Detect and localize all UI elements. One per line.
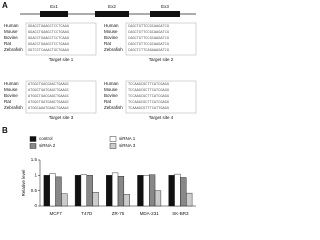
species-label: Mouse [4,87,18,92]
exon [150,11,180,17]
bar [180,177,187,207]
species-label: Human [104,81,119,86]
bar [86,175,93,207]
species-label: Bovine [4,35,18,40]
sequence: GGTCCTCAAACTGCTGAAG [28,49,69,53]
sequence: ATGGCTGATGAGCTGAAGC [28,89,69,93]
bar [49,173,56,207]
species-label: Human [4,23,19,28]
sequence: TCCAAGCGCTTCATCGAGG [128,95,169,99]
exon-label: Ex1 [50,4,58,9]
sequence: CAGCTGTTCCGCAAGATCG [128,31,169,35]
species-label: Bovine [104,35,118,40]
bar [143,175,150,207]
x-tick-label: MCF7 [49,211,62,216]
y-tick-label: 1 [34,173,37,178]
legend-swatch [109,143,117,149]
species-label: Rat [4,41,12,46]
legend-swatch [109,136,117,142]
species-label: Rat [4,99,12,104]
bar [43,175,50,207]
sequence: GGACCTGAAGCTCCTCAAG [28,25,69,29]
legend-swatch [29,136,37,142]
alignment-box [125,80,197,114]
sequence: GGACCTGAAGCTCCTCAAG [28,37,69,41]
exon-label: Ex3 [161,4,169,9]
target-caption: Target site 2 [149,57,174,62]
sequence: TCAAAGCGTTTCATTGAGG [128,107,169,111]
sequence: ATGGCTGATGAGCTGAAGC [28,101,69,105]
bar [137,175,144,207]
y-tick-label: 0.5 [31,188,38,193]
bar [148,174,156,207]
bar [123,194,130,207]
sequence: CAGCTGTTCCGCAAGATCG [128,25,169,29]
species-label: Rat [104,99,112,104]
legend-label: siRNA 2 [39,143,56,148]
y-tick-label: 1.5 [31,157,38,162]
species-label: Zebrafish [4,47,23,52]
sequence: CAGCTCTTCAGAAAGATCG [128,49,169,53]
sequence: GGACCTGAAGCTCCTGAAG [28,31,69,35]
bar [80,174,87,207]
legend-label: siRNA 3 [119,143,136,148]
bar [117,176,125,207]
sequence: GGACCTGAAGCTCCTGAAG [28,43,69,47]
target-caption: Target site 4 [149,115,174,120]
species-label: Human [4,81,19,86]
bar [154,190,162,207]
bar [168,175,175,207]
target-caption: Target site 1 [49,57,74,62]
exon [95,11,129,17]
species-label: Rat [104,41,112,46]
species-label: Mouse [104,87,118,92]
bar [111,172,119,207]
species-label: Zebrafish [104,105,123,110]
sequence: ATGGCAGATGAACTGAAAC [28,107,69,111]
page: A B Ex1 Ex2 Ex3 Human GGACCTGAAGCTCCTCAAG Mou… [2,1,197,217]
legend-label: siRNA 1 [119,136,136,141]
species-label: Mouse [4,29,18,34]
x-tick-label: MDA-231 [140,211,160,216]
species-label: Zebrafish [104,47,123,52]
sequence: ATGGCTGACGAGCTGAAGC [28,83,69,87]
y-axis-title: Relative level [21,170,26,197]
sequence: TCCAAGCGCTTCATCGAGG [128,83,169,87]
bar [92,191,99,207]
species-label: Bovine [4,93,18,98]
target-caption: Target site 3 [49,115,74,120]
bar [186,192,193,207]
species-label: Zebrafish [4,105,23,110]
x-tick-label: T47D [81,211,93,216]
bar [61,193,68,207]
bar [55,176,62,207]
x-tick-label: ZR-75 [112,211,125,216]
alignment-box [125,22,197,56]
species-label: Bovine [104,93,118,98]
bar [74,175,82,207]
x-tick-label: SK-BR3 [172,211,189,216]
legend-label: control [39,136,53,141]
alignment-box [25,80,97,114]
sequence: ATGGCTGACGAGCTGAAGC [28,95,69,99]
alignment-box [25,22,97,56]
bar [174,173,181,207]
figure: A B Ex1 Ex2 Ex3 Human GGACCTGAAGCTCCTCAAG Mou… [2,1,197,216]
panel-label: B [2,126,8,135]
panel-label: A [2,1,8,10]
legend-swatch [29,143,37,149]
exon [40,11,68,17]
y-tick-label: 0 [34,203,37,208]
bar [106,175,113,207]
species-label: Mouse [104,29,118,34]
sequence: CAGCTGTTCCGCAAGATCG [128,43,169,47]
sequence: TCCAAGCGCTTCATCGAGG [128,101,169,105]
sequence: CAGCTGTTCCGCAAGATCG [128,37,169,41]
exon-label: Ex2 [108,4,116,9]
sequence: TCCAAGCGCTTCATCGAGG [128,89,169,93]
species-label: Human [104,23,119,28]
